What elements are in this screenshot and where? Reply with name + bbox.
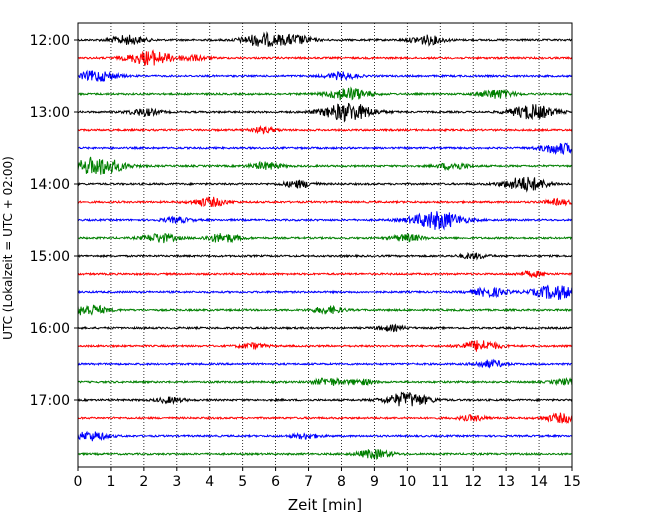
trace-1200 (77, 31, 573, 47)
trace-1730 (77, 430, 573, 442)
trace-1315 (77, 124, 573, 135)
y-tick-label-1700: 17:00 (30, 393, 70, 409)
x-tick-label-6: 6 (271, 474, 280, 490)
trace-1745 (77, 449, 572, 460)
x-tick-label-0: 0 (74, 474, 83, 490)
axes-frame (77, 22, 573, 468)
x-tick-label-2: 2 (139, 474, 148, 490)
trace-layer (77, 31, 573, 460)
y-axis-label: UTC (Lokalzeit = UTC + 02:00) (1, 156, 15, 340)
x-axis: 0 1 2 3 4 5 6 7 8 9 10 11 12 13 14 15 (74, 467, 581, 490)
y-tick-label-1600: 16:00 (30, 321, 70, 337)
trace-1700 (77, 391, 573, 407)
x-axis-label: Zeit [min] (288, 496, 362, 514)
trace-1715 (77, 412, 573, 424)
y-tick-label-1300: 13:00 (30, 105, 70, 121)
x-tick-label-13: 13 (497, 474, 515, 490)
y-tick-label-1400: 14:00 (30, 177, 70, 193)
trace-1345 (77, 156, 573, 175)
trace-1630 (77, 358, 572, 369)
x-tick-label-15: 15 (563, 474, 581, 490)
trace-1645 (77, 376, 573, 387)
x-tick-label-14: 14 (530, 474, 548, 490)
trace-1230 (77, 69, 573, 82)
trace-1415 (77, 196, 572, 208)
y-tick-label-1200: 12:00 (30, 33, 70, 49)
trace-1245 (77, 86, 573, 101)
trace-1500 (77, 251, 573, 261)
x-tick-label-5: 5 (238, 474, 247, 490)
trace-1330 (77, 142, 573, 155)
y-axis: 12:00 13:00 14:00 15:00 16:00 17:00 (30, 33, 78, 409)
trace-1615 (77, 340, 573, 352)
x-tick-label-10: 10 (398, 474, 416, 490)
y-tick-label-1500: 15:00 (30, 249, 70, 265)
trace-1600 (77, 323, 573, 333)
trace-1515 (77, 270, 573, 278)
trace-1545 (77, 304, 572, 316)
x-tick-label-4: 4 (205, 474, 214, 490)
grid-layer (110, 23, 540, 467)
x-tick-label-11: 11 (431, 474, 449, 490)
trace-1215 (77, 49, 573, 66)
x-tick-label-7: 7 (304, 474, 313, 490)
trace-1300 (77, 102, 573, 123)
trace-1430 (77, 211, 573, 231)
x-tick-label-9: 9 (370, 474, 379, 490)
trace-1400 (77, 176, 572, 193)
trace-1530 (77, 284, 573, 300)
x-tick-label-8: 8 (337, 474, 346, 490)
x-tick-label-12: 12 (464, 474, 482, 490)
trace-1445 (77, 232, 572, 244)
x-tick-label-1: 1 (106, 474, 115, 490)
x-tick-label-3: 3 (172, 474, 181, 490)
